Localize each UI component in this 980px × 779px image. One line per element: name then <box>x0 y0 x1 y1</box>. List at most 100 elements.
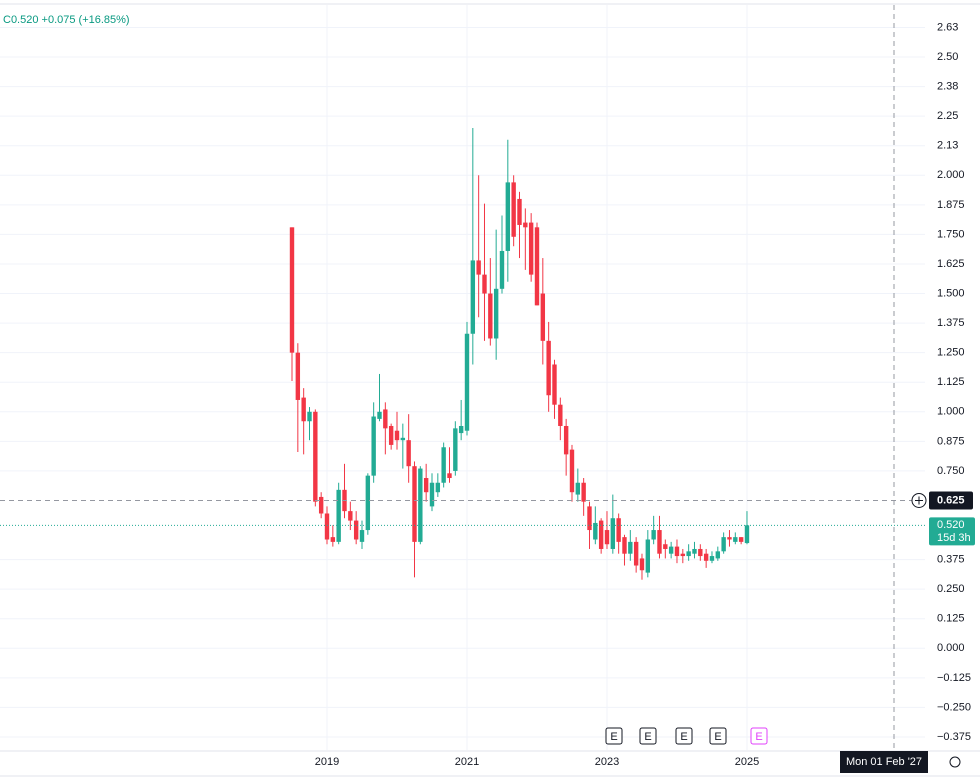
y-tick-label: 2.38 <box>937 81 958 93</box>
candle-body <box>353 520 359 540</box>
candle-body <box>318 496 324 514</box>
candle-body <box>558 404 563 426</box>
candle-body <box>686 551 691 557</box>
event-marker <box>675 727 693 745</box>
y-tick-label: 2.13 <box>937 140 958 152</box>
candle-body <box>447 473 452 479</box>
candle-body <box>464 333 470 431</box>
candle-body <box>639 558 645 571</box>
event-label: E <box>680 731 687 743</box>
y-tick-label: 1.500 <box>937 287 965 299</box>
candle-body <box>633 541 639 566</box>
candle-body <box>668 546 674 554</box>
candle-body <box>528 222 534 275</box>
candle-body <box>418 468 423 542</box>
candle-body <box>383 409 388 429</box>
candle-body <box>377 411 382 419</box>
y-tick-label: 0.000 <box>937 642 965 654</box>
candle-body <box>359 530 365 542</box>
candle-body <box>470 260 476 334</box>
event-label: E <box>755 731 762 743</box>
candle-body <box>593 522 598 540</box>
crosshair-date-label: Mon 01 Feb '27 <box>846 756 922 768</box>
event-label: E <box>714 731 721 743</box>
candle-body <box>663 544 668 549</box>
candle-body <box>295 352 301 400</box>
candle-body <box>313 411 318 502</box>
candle-body <box>336 489 341 542</box>
candle-body <box>744 525 750 544</box>
candle-body <box>581 482 586 502</box>
candle-body <box>412 466 417 542</box>
crosshair-price-label: 0.625 <box>937 494 965 506</box>
candle-body <box>406 440 411 467</box>
candle-body <box>680 553 686 557</box>
candle-body <box>733 537 738 542</box>
candle-body <box>738 537 744 542</box>
y-tick-label: −0.125 <box>937 672 971 684</box>
candle-body <box>488 293 493 339</box>
candle-body <box>657 530 662 554</box>
candle-body <box>289 227 295 353</box>
candle-body <box>458 425 464 434</box>
event-marker <box>750 727 768 745</box>
candle-body <box>546 340 551 396</box>
candle-body <box>453 428 458 471</box>
candle-body <box>330 537 336 542</box>
y-tick-label: 0.875 <box>937 435 965 447</box>
candle-body <box>423 478 429 493</box>
settings-icon <box>949 756 961 768</box>
y-tick-label: 1.375 <box>937 317 965 329</box>
y-tick-label: −0.375 <box>937 731 971 743</box>
candle-body <box>324 513 330 540</box>
plot <box>289 127 750 580</box>
candle-body <box>645 539 651 573</box>
candle-body <box>698 548 703 557</box>
candle-body <box>394 430 400 441</box>
candle-body <box>534 227 540 306</box>
y-tick-label: 2.63 <box>937 21 958 33</box>
candle-body <box>703 553 709 561</box>
candle-body <box>505 182 511 251</box>
candle-body <box>476 260 481 275</box>
y-tick-label: 1.750 <box>937 228 965 240</box>
candle-body <box>371 416 376 476</box>
candle-body <box>493 288 499 339</box>
candle-body <box>674 546 680 557</box>
event-label: E <box>610 731 617 743</box>
x-tick-label: 2025 <box>735 756 759 768</box>
x-tick-label: 2019 <box>315 756 339 768</box>
candle-body <box>587 506 592 531</box>
x-tick-label: 2023 <box>595 756 619 768</box>
candle-body <box>429 482 435 507</box>
candle-body <box>435 482 441 493</box>
candle-body <box>598 520 604 549</box>
y-tick-label: 0.750 <box>937 465 965 477</box>
y-tick-label: 1.000 <box>937 406 965 418</box>
candle-body <box>575 482 581 495</box>
candle-body <box>721 537 726 552</box>
candle-body <box>709 556 715 561</box>
add-icon <box>915 496 923 505</box>
candle-body <box>307 411 312 422</box>
candle-body <box>622 537 627 554</box>
ohlc-header: C0.520 +0.075 (+16.85%) <box>3 14 130 26</box>
y-tick-label: 0.375 <box>937 554 965 566</box>
y-tick-label: 1.250 <box>937 347 965 359</box>
event-marker <box>605 727 623 745</box>
candle-body <box>552 364 557 405</box>
candle-body <box>628 541 633 554</box>
candle-body <box>604 530 610 545</box>
candle-body <box>482 274 487 294</box>
y-tick-label: 1.625 <box>937 258 965 270</box>
grid <box>0 5 925 750</box>
candle-body <box>441 447 446 483</box>
event-label: E <box>644 731 651 743</box>
candle-body <box>715 551 721 559</box>
candle-body <box>365 475 371 531</box>
candle-body <box>348 511 353 521</box>
y-tick-label: 1.125 <box>937 376 965 388</box>
crosshair-price-box <box>929 491 973 510</box>
last-price-label: 0.520 <box>937 519 965 531</box>
